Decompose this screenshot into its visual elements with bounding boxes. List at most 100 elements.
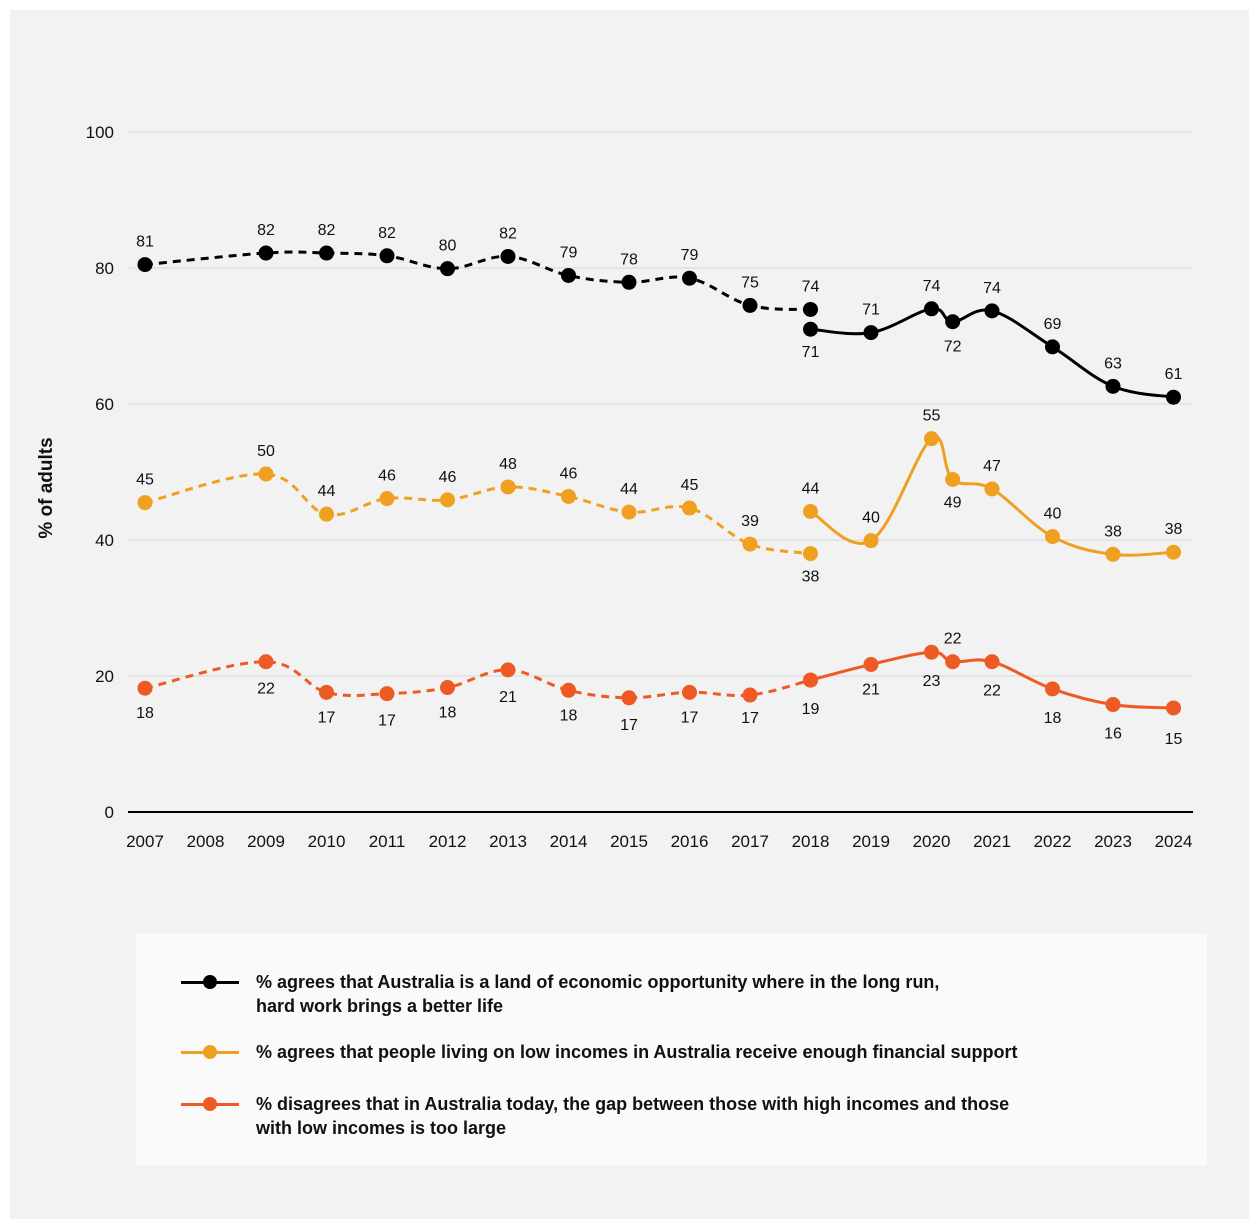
x-tick-label: 2020 xyxy=(913,832,951,851)
x-tick-label: 2009 xyxy=(247,832,285,851)
data-point xyxy=(742,536,758,552)
data-point xyxy=(984,481,1000,497)
x-tick-label: 2016 xyxy=(671,832,709,851)
data-point xyxy=(1105,378,1121,394)
data-point xyxy=(561,488,576,504)
data-point xyxy=(258,654,274,670)
data-point xyxy=(924,301,939,317)
data-label: 38 xyxy=(1165,521,1183,538)
data-point xyxy=(379,491,395,507)
series-economic-opportunity xyxy=(137,245,1181,405)
data-label: 15 xyxy=(1165,731,1183,748)
data-label: 82 xyxy=(257,222,275,239)
data-point xyxy=(1105,546,1121,562)
legend-swatch-black xyxy=(181,970,239,994)
data-point xyxy=(803,672,818,688)
data-label: 45 xyxy=(681,477,699,494)
data-point xyxy=(924,644,939,660)
data-point xyxy=(137,680,153,696)
legend-swatch-yellow xyxy=(181,1040,239,1064)
x-tick-label: 2015 xyxy=(610,832,648,851)
data-label: 22 xyxy=(944,631,962,648)
data-label: 18 xyxy=(1044,710,1062,727)
data-label: 17 xyxy=(378,713,396,730)
data-point xyxy=(924,431,939,447)
legend-text: % agrees that people living on low incom… xyxy=(256,1042,1018,1062)
data-label: 55 xyxy=(923,408,941,425)
data-label: 38 xyxy=(1104,523,1122,540)
y-tick-label: 40 xyxy=(95,531,114,550)
data-point xyxy=(1045,339,1060,355)
data-point xyxy=(621,690,637,706)
y-axis-label: % of adults xyxy=(36,437,57,538)
data-point xyxy=(803,546,818,562)
data-point xyxy=(1166,544,1181,560)
data-point xyxy=(1045,529,1060,545)
x-tick-label: 2017 xyxy=(731,832,769,851)
data-point xyxy=(863,656,879,672)
data-point xyxy=(863,533,879,549)
chart-panel: 0 20 40 60 80 100 2007 2008 2009 2010 2011 2012 201… xyxy=(10,10,1249,1219)
data-label: 21 xyxy=(499,689,517,706)
data-point xyxy=(1105,697,1121,713)
data-label: 38 xyxy=(802,569,820,586)
data-point xyxy=(742,687,758,703)
data-point xyxy=(945,471,961,487)
legend-text: % agrees that Australia is a land of eco… xyxy=(256,972,940,992)
data-point xyxy=(1166,700,1181,716)
legend-item-financial-support: % agrees that people living on low incom… xyxy=(181,1040,1156,1064)
data-label: 80 xyxy=(439,238,457,255)
data-label: 71 xyxy=(802,344,820,361)
data-label: 75 xyxy=(741,274,759,291)
y-tick-label: 0 xyxy=(105,803,114,822)
data-label: 17 xyxy=(741,710,759,727)
data-point xyxy=(863,325,879,341)
data-point xyxy=(137,257,153,273)
data-point xyxy=(1166,389,1181,405)
data-label: 44 xyxy=(620,481,638,498)
series-income-gap xyxy=(137,644,1181,716)
data-label: 21 xyxy=(862,681,880,698)
data-point xyxy=(319,684,334,700)
x-tick-label: 2014 xyxy=(550,832,588,851)
data-point xyxy=(319,245,334,261)
x-tick-label: 2022 xyxy=(1034,832,1072,851)
data-label: 18 xyxy=(560,707,578,724)
data-label: 74 xyxy=(983,280,1001,297)
data-point xyxy=(803,503,818,519)
x-tick-label: 2021 xyxy=(973,832,1011,851)
series-line-solid xyxy=(809,307,1175,399)
legend-text: % disagrees that in Australia today, the… xyxy=(256,1094,1010,1114)
data-label: 46 xyxy=(378,468,396,485)
data-point xyxy=(682,500,697,516)
series-line-dashed xyxy=(144,660,811,700)
data-point xyxy=(803,321,818,337)
data-label: 82 xyxy=(499,225,517,242)
data-point xyxy=(984,654,1000,670)
x-tick-label: 2008 xyxy=(187,832,225,851)
data-point xyxy=(621,504,637,520)
legend-text: with low incomes is too large xyxy=(256,1118,507,1138)
y-tick-label: 60 xyxy=(95,395,114,414)
series-layer xyxy=(137,245,1181,716)
data-label: 69 xyxy=(1044,316,1062,333)
data-point xyxy=(561,267,576,283)
x-tick-label: 2018 xyxy=(792,832,830,851)
data-label: 74 xyxy=(923,278,941,295)
data-point xyxy=(945,654,961,670)
data-label: 22 xyxy=(983,683,1001,700)
data-label: 19 xyxy=(802,701,820,718)
data-point xyxy=(682,270,697,286)
x-tick-label: 2011 xyxy=(369,832,406,851)
y-tick-label: 20 xyxy=(95,667,114,686)
data-label: 78 xyxy=(620,251,638,268)
legend-item-income-gap: % disagrees that in Australia today, the… xyxy=(181,1092,1156,1140)
data-point xyxy=(945,314,961,330)
data-label: 48 xyxy=(499,456,517,473)
y-tick-label: 80 xyxy=(95,259,114,278)
x-tick-label: 2019 xyxy=(852,832,890,851)
data-label: 79 xyxy=(560,244,578,261)
data-label: 79 xyxy=(681,247,699,264)
gridlines xyxy=(128,131,1193,813)
legend: % agrees that Australia is a land of eco… xyxy=(136,934,1207,1165)
